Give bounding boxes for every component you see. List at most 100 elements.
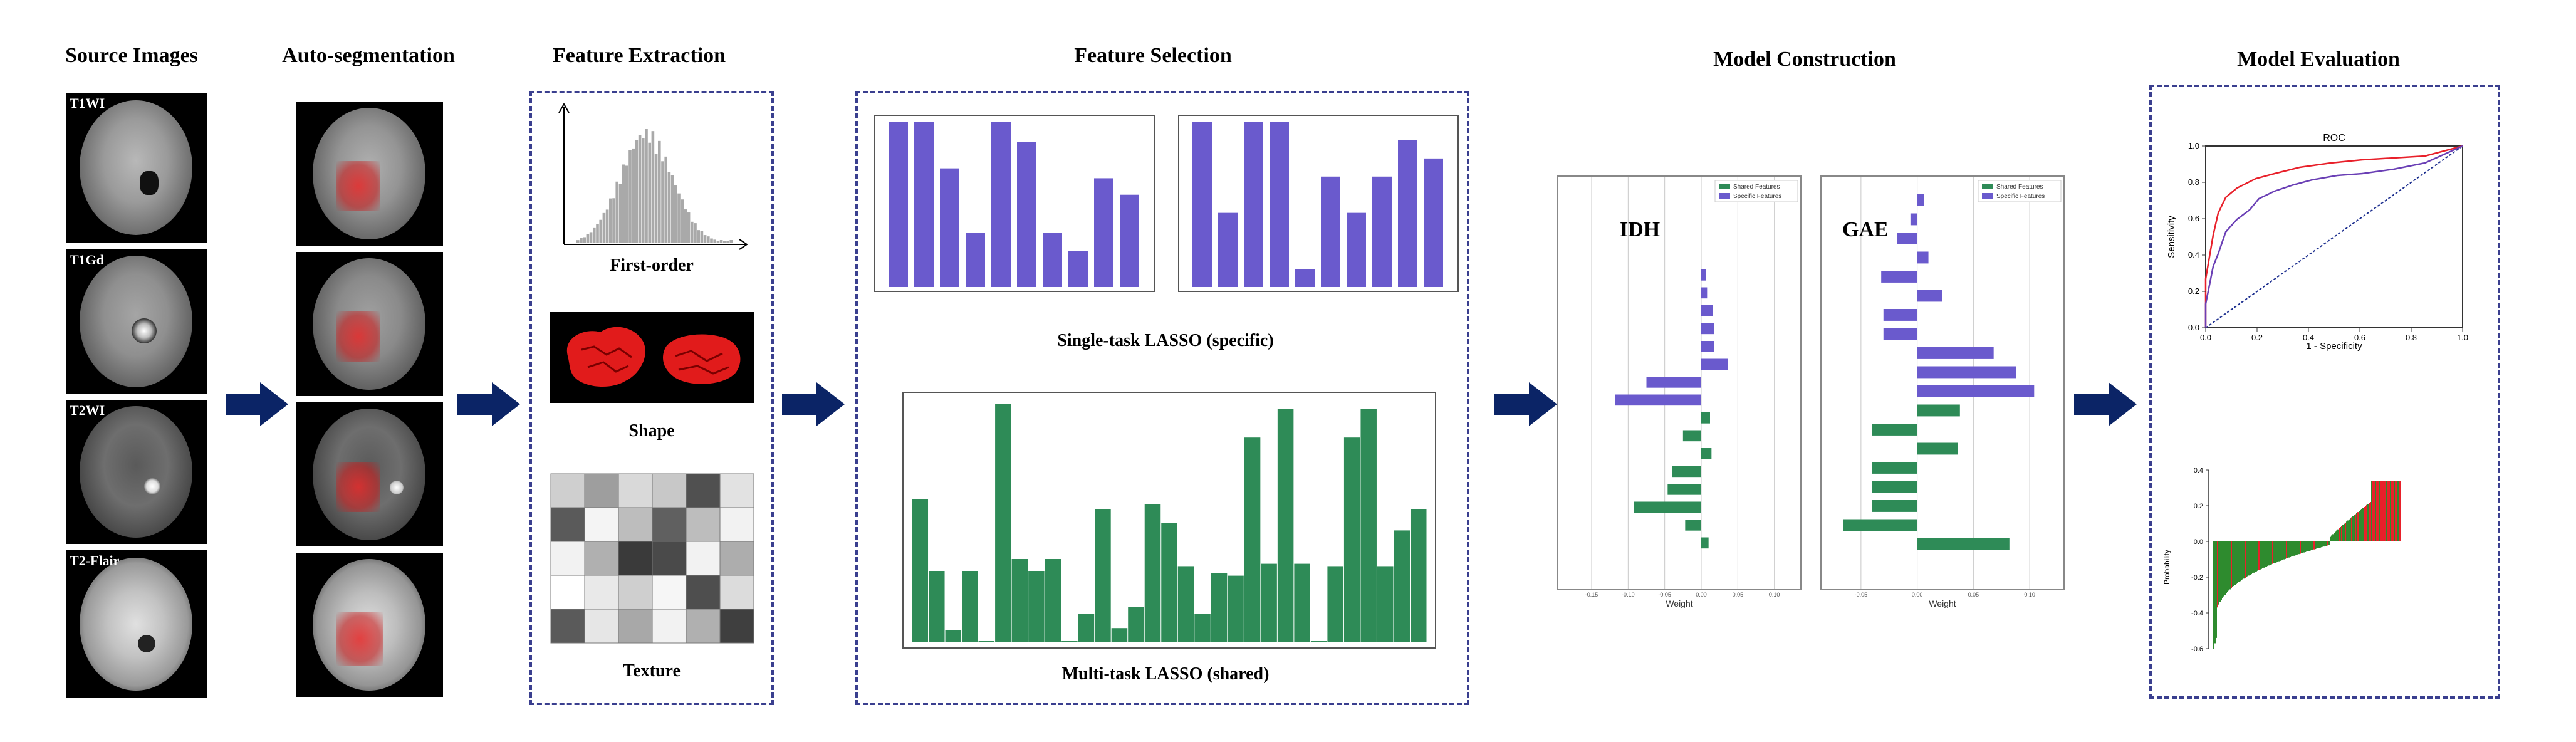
probability-bar (2381, 481, 2382, 541)
histogram-bar (583, 237, 586, 243)
histogram-bar (635, 140, 639, 243)
feature-bar (1244, 122, 1263, 287)
shape-render (566, 327, 741, 387)
probability-bar (2258, 541, 2260, 570)
gae-x-label: Weight (1929, 598, 1956, 608)
feature-bar (1177, 566, 1194, 642)
probability-bar (2400, 481, 2401, 541)
weight-bar-shared (1667, 484, 1701, 495)
feature-bar (1218, 212, 1238, 287)
probability-bar (2365, 506, 2366, 541)
label-t1gd: T1Gd (70, 252, 105, 268)
probability-bar (2282, 541, 2283, 560)
histogram-bar (719, 240, 723, 243)
gae-weight-chart: Shared Features Specific Features -0.05 0.… (1820, 175, 2065, 608)
probability-bar (2394, 481, 2395, 541)
y-tick-label: 0.2 (2194, 503, 2203, 510)
probability-bar (2357, 512, 2359, 541)
x-tick-label: 0.4 (2303, 333, 2314, 342)
probability-bar (2339, 528, 2340, 541)
feature-bar (1295, 269, 1315, 287)
probability-bar (2311, 541, 2312, 550)
histogram-bar (681, 199, 684, 243)
probability-bar (2293, 541, 2295, 556)
histogram-bar (654, 154, 658, 243)
feature-bar (1321, 176, 1340, 287)
probability-bar (2389, 481, 2390, 541)
probability-bar (2265, 541, 2266, 567)
texture-cell (550, 507, 585, 542)
probability-bar (2281, 541, 2282, 561)
probability-bar (2351, 517, 2352, 541)
roc-chart: ROC 0.0 0.2 0.4 0.6 0.8 1.0 0.0 0.2 0.4 0.6 0.8 1.… (2166, 133, 2468, 352)
texture-cell (652, 541, 687, 576)
arrow-right-icon (226, 382, 288, 426)
probability-bar (2361, 509, 2362, 541)
x-tick-label: 0.2 (2251, 333, 2263, 342)
probability-bar (2271, 541, 2272, 565)
probability-bar (2360, 509, 2361, 541)
roc-y-label: Sensitivity (2166, 216, 2177, 258)
weight-bar-shared (1634, 501, 1701, 513)
waterfall-chart: 0.4 0.2 0.0 -0.2 -0.4 -0.6 Probability (2162, 467, 2401, 653)
weight-bar-shared (1872, 500, 1917, 512)
probability-bar (2263, 541, 2265, 568)
arrow-right-icon (1494, 382, 1557, 426)
probability-bar (2305, 541, 2306, 552)
mri-t2wi: T2WI (66, 400, 207, 544)
probability-bar (2241, 541, 2242, 580)
feature-bar (1394, 530, 1410, 642)
probability-bar (2217, 541, 2218, 608)
probability-bar (2223, 541, 2224, 597)
probability-bar (2270, 541, 2271, 565)
probability-bar (2306, 541, 2307, 552)
probability-bar (2275, 541, 2276, 563)
caption-first-order: First-order (610, 256, 694, 275)
weight-bar-shared (1701, 448, 1712, 459)
probability-bar (2287, 541, 2288, 558)
probability-bar (2283, 541, 2285, 560)
feature-bar (929, 571, 945, 642)
texture-cell (652, 473, 687, 508)
feature-bar (1424, 158, 1443, 287)
caption-multi-task: Multi-task LASSO (shared) (1061, 664, 1270, 684)
probability-bar (2296, 541, 2297, 555)
weight-bar-shared (1672, 466, 1701, 478)
histogram-bar (586, 234, 590, 243)
texture-cell (618, 609, 653, 644)
legend-swatch-shared (1982, 184, 1993, 189)
x-tick-label: 0.0 (2200, 333, 2211, 342)
single-task-right-chart (1178, 115, 1459, 292)
feature-bar (1011, 559, 1028, 642)
weight-bar-specific (1701, 287, 1708, 299)
probability-bar (2366, 504, 2367, 541)
feature-bar (1192, 122, 1212, 287)
histogram-bar (622, 164, 625, 243)
feature-bar (1043, 233, 1062, 287)
probability-bar (2356, 513, 2357, 541)
texture-cell (584, 609, 619, 644)
probability-bar (2352, 516, 2354, 541)
weight-bar-specific (1883, 309, 1917, 321)
probability-bar (2397, 481, 2399, 541)
x-tick-label: 0.10 (2024, 592, 2035, 598)
weight-bar-specific (1910, 213, 1917, 226)
probability-bar (2224, 541, 2226, 595)
tumor-mask (336, 462, 380, 512)
weight-bar-specific (1883, 328, 1917, 340)
histogram-bar (674, 185, 677, 243)
histogram-bar (691, 221, 694, 243)
y-tick-label: -0.2 (2191, 574, 2203, 582)
texture-cell (719, 609, 754, 644)
legend-shared-label: Shared Features (1733, 184, 1780, 191)
texture-cell (719, 473, 754, 508)
probability-bar (2285, 541, 2286, 559)
probability-bar (2384, 481, 2385, 541)
weight-bar-shared (1701, 412, 1710, 424)
y-tick-label: 0.4 (2194, 467, 2203, 474)
feature-bar (1194, 614, 1211, 642)
feature-bar (945, 630, 962, 642)
tumor-mask (336, 161, 380, 211)
probability-bar (2342, 525, 2344, 541)
title-model-construction: Model Construction (1713, 48, 1896, 71)
